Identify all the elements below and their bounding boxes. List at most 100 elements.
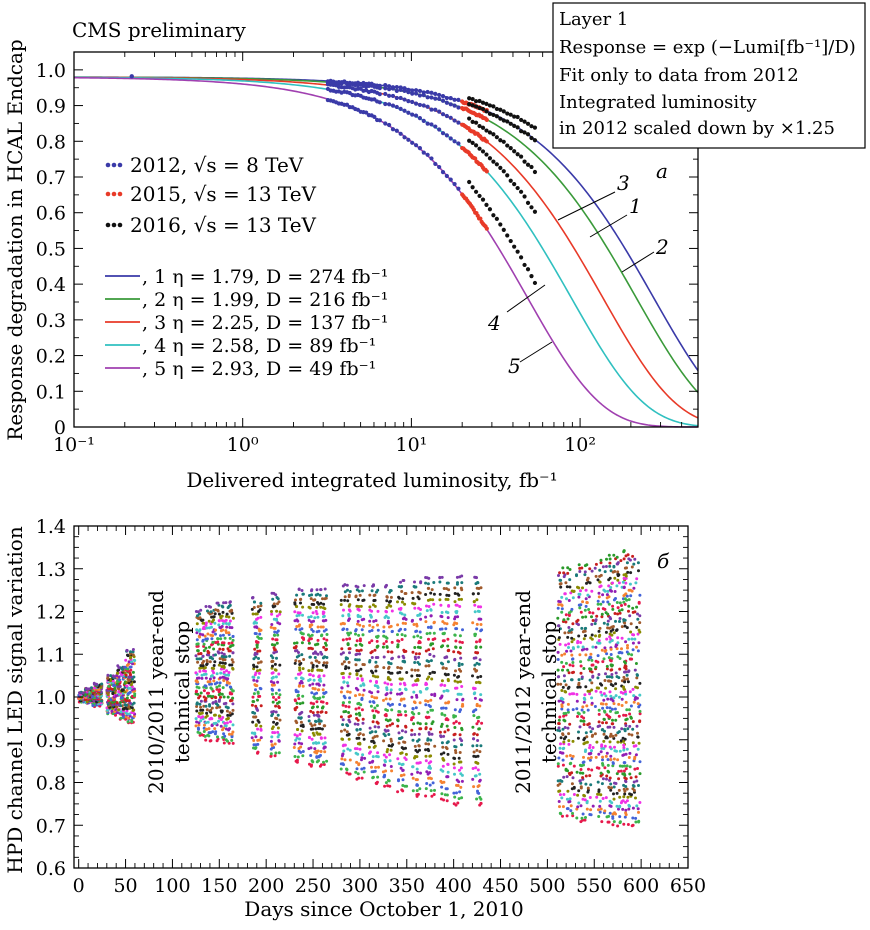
channel-point: [433, 637, 437, 641]
channel-point: [396, 639, 400, 643]
channel-point: [619, 739, 623, 743]
channel-point: [570, 757, 574, 761]
channel-point: [600, 648, 604, 652]
channel-point: [566, 789, 570, 793]
channel-point: [317, 661, 321, 664]
channel-point: [201, 627, 205, 631]
channel-point: [382, 739, 386, 743]
channel-point: [78, 691, 81, 695]
channel-point: [131, 653, 135, 657]
channel-point: [309, 727, 313, 731]
channel-point: [585, 647, 589, 651]
channel-point: [228, 692, 232, 696]
channel-point: [635, 779, 639, 783]
channel-point: [588, 692, 592, 696]
channel-point: [387, 670, 391, 674]
channel-point: [570, 636, 574, 640]
channel-point: [298, 623, 301, 627]
channel-point: [256, 661, 260, 665]
channel-point: [374, 765, 378, 769]
channel-point: [602, 717, 606, 721]
channel-point: [591, 674, 595, 678]
channel-point: [635, 724, 639, 728]
channel-point: [424, 683, 428, 686]
channel-point: [297, 697, 301, 701]
channel-point: [606, 820, 610, 824]
channel-point: [600, 693, 604, 697]
channel-point: [296, 755, 300, 759]
channel-point: [635, 625, 639, 629]
channel-point: [271, 700, 275, 704]
y-tick-label-a: 0: [54, 417, 66, 439]
channel-point: [308, 606, 312, 610]
channel-point: [631, 806, 635, 810]
channel-point: [117, 690, 121, 694]
channel-point: [296, 690, 300, 694]
channel-point: [458, 790, 462, 794]
channel-point: [560, 705, 564, 708]
channel-point: [228, 654, 232, 658]
channel-point: [587, 767, 590, 771]
data-point: [478, 216, 483, 221]
channel-point: [228, 663, 232, 667]
channel-point: [307, 747, 311, 751]
channel-point: [318, 696, 322, 700]
channel-point: [609, 663, 613, 667]
channel-point: [273, 731, 277, 735]
channel-point: [389, 691, 393, 695]
channel-point: [377, 725, 381, 729]
channel-point: [223, 619, 227, 623]
channel-point: [427, 605, 431, 608]
data-point: [491, 132, 496, 137]
channel-point: [316, 625, 320, 629]
channel-point: [413, 606, 417, 610]
channel-point: [623, 621, 627, 625]
channel-point: [275, 641, 279, 645]
channel-point: [208, 677, 212, 681]
channel-point: [601, 721, 605, 725]
channel-point: [376, 656, 380, 659]
channel-point: [209, 694, 212, 698]
channel-point: [590, 768, 594, 772]
channel-point: [347, 613, 351, 616]
channel-point: [582, 755, 585, 759]
channel-point: [259, 736, 263, 740]
channel-point: [373, 769, 377, 773]
channel-point: [382, 732, 386, 736]
channel-point: [346, 657, 349, 660]
data-point: [505, 173, 510, 178]
channel-point: [127, 716, 131, 720]
data-point: [498, 116, 503, 121]
channel-point: [125, 688, 129, 692]
channel-point: [619, 690, 623, 694]
channel-point: [429, 608, 433, 612]
y-axis-title-a: Response degradation in HCAL Endcap: [3, 39, 27, 440]
channel-point: [319, 605, 323, 609]
channel-point: [308, 735, 311, 739]
channel-point: [471, 725, 475, 729]
channel-point: [253, 731, 257, 735]
channel-point: [608, 804, 612, 808]
channel-point: [610, 675, 614, 679]
channel-point: [322, 683, 326, 687]
channel-point: [323, 587, 327, 591]
channel-point: [342, 701, 345, 705]
channel-point: [343, 598, 347, 602]
channel-point: [212, 676, 216, 680]
channel-point: [567, 771, 571, 775]
channel-point: [221, 628, 225, 632]
channel-point: [630, 637, 634, 641]
channel-point: [376, 775, 380, 779]
channel-point: [627, 598, 631, 602]
channel-point: [608, 588, 612, 592]
channel-point: [599, 561, 603, 565]
channel-point: [593, 566, 597, 570]
channel-point: [566, 710, 570, 714]
channel-point: [455, 791, 458, 795]
channel-point: [360, 696, 364, 700]
channel-point: [210, 615, 214, 619]
channel-point: [111, 700, 114, 704]
channel-point: [321, 700, 325, 704]
channel-point: [375, 696, 379, 700]
channel-point: [130, 720, 134, 724]
